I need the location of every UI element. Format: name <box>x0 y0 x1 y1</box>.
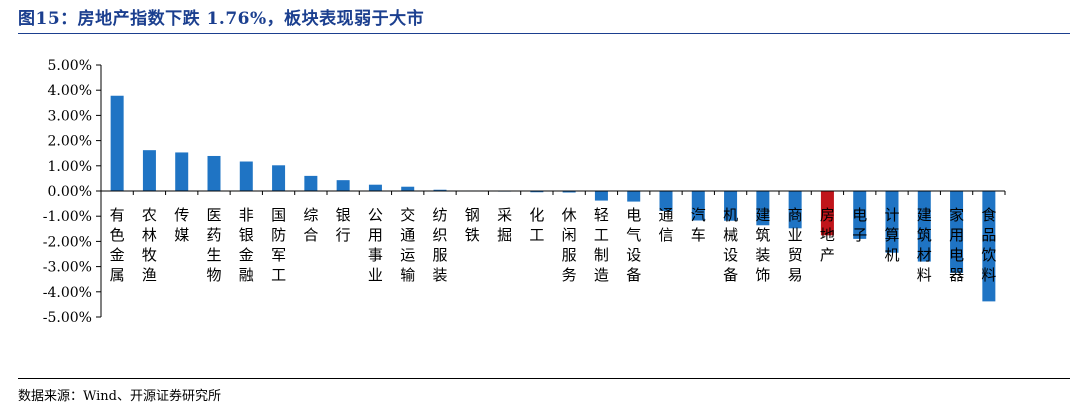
bar <box>110 95 124 191</box>
bar <box>659 191 673 211</box>
bar <box>368 184 382 191</box>
bar <box>175 152 189 191</box>
category-label: 农林牧渔 <box>142 206 157 284</box>
bar <box>336 180 350 191</box>
category-label: 医药生物 <box>206 206 221 284</box>
category-label: 国防军工 <box>271 206 286 284</box>
category-label: 非银金融 <box>239 206 254 284</box>
category-label: 计算机 <box>884 206 899 264</box>
category-label: 通信 <box>658 206 673 244</box>
category-label: 建筑材料 <box>917 206 932 284</box>
category-label: 电子 <box>852 206 867 244</box>
y-tick-label: -2.00% <box>43 234 92 250</box>
bar <box>272 165 286 191</box>
y-tick-label: 1.00% <box>48 159 92 175</box>
bar <box>820 191 834 236</box>
bar <box>627 191 641 202</box>
bar <box>788 191 802 229</box>
bar <box>885 191 899 253</box>
y-tick-label: 4.00% <box>48 83 92 99</box>
y-axis: 5.00% 4.00% 3.00% 2.00% 1.00% 0.00% -1.00% -2.0… <box>43 58 102 326</box>
chart-title: 图15：房地产指数下跌 1.76%，板块表现弱于大市 <box>18 9 425 29</box>
y-tick-label: 0.00% <box>48 184 92 200</box>
category-label: 公用事业 <box>368 206 383 284</box>
category-label: 轻工制造 <box>594 206 609 284</box>
title-divider <box>18 33 1070 34</box>
category-label: 有色金属 <box>110 206 125 284</box>
bar <box>433 189 447 191</box>
bar <box>724 191 738 221</box>
bar <box>401 186 415 191</box>
bar <box>562 191 576 193</box>
category-label: 化工 <box>529 206 544 244</box>
category-label: 钢铁 <box>465 206 480 244</box>
bar <box>239 161 253 191</box>
bar <box>594 191 608 201</box>
y-tick-label: 3.00% <box>48 108 92 124</box>
category-label: 家用电器 <box>949 206 964 284</box>
y-tick-label: -5.00% <box>43 310 92 326</box>
category-label: 银行 <box>336 206 351 244</box>
bar <box>756 191 770 226</box>
bar <box>142 150 156 191</box>
bar-chart: 5.00% 4.00% 3.00% 2.00% 1.00% 0.00% -1.00% -2.0… <box>43 58 1006 326</box>
bar <box>853 191 867 239</box>
source-note: 数据来源：Wind、开源证券研究所 <box>18 389 221 404</box>
category-label: 休闲服务 <box>562 206 577 284</box>
x-axis <box>100 190 1006 195</box>
y-tick-label: -4.00% <box>43 285 92 301</box>
bar <box>530 191 544 193</box>
category-label: 纺织服装 <box>432 206 447 284</box>
category-label: 建筑装饰 <box>755 206 770 284</box>
footer-divider <box>18 378 1070 379</box>
bar <box>917 191 931 262</box>
bar <box>691 191 705 221</box>
bar <box>207 155 221 191</box>
category-label: 综合 <box>303 206 318 244</box>
bar <box>950 191 964 273</box>
bar <box>304 175 318 191</box>
category-label: 电气设备 <box>626 206 641 284</box>
category-label: 商业贸易 <box>788 206 803 284</box>
category-label: 采掘 <box>497 206 512 244</box>
bar <box>982 191 996 302</box>
category-label: 汽车 <box>691 206 706 244</box>
category-label: 交通运输 <box>400 206 415 284</box>
category-label: 机械设备 <box>723 206 738 284</box>
y-tick-label: 2.00% <box>48 134 92 150</box>
bars <box>110 95 996 302</box>
y-tick-label: -3.00% <box>43 260 92 276</box>
category-label: 食品饮料 <box>981 206 996 284</box>
y-tick-label: -1.00% <box>43 209 92 225</box>
category-label: 房地产 <box>820 206 835 264</box>
y-tick-label: 5.00% <box>48 58 92 74</box>
category-label: 传媒 <box>174 206 189 244</box>
